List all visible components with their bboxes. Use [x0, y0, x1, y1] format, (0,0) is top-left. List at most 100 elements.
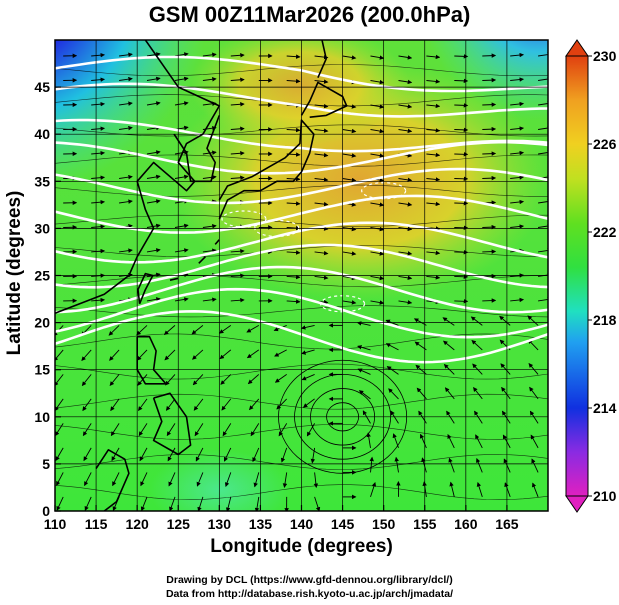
coastline: [136, 335, 167, 385]
wind-arrow: [510, 175, 525, 180]
wind-arrow: [230, 53, 245, 58]
wind-arrow: [454, 103, 469, 108]
wind-arrow: [119, 174, 133, 180]
x-tick-label: 110: [44, 516, 67, 532]
wind-arrow: [446, 410, 455, 424]
wind-arrow: [475, 434, 483, 449]
y-tick-label: 30: [34, 220, 50, 236]
wind-arrow: [230, 126, 245, 132]
wind-arrow: [358, 390, 371, 400]
wind-arrow: [426, 79, 441, 84]
wind-arrow: [286, 78, 301, 84]
colorbar-tick-label: 222: [593, 224, 617, 240]
wind-arrow: [174, 174, 189, 180]
wind-arrow: [501, 410, 511, 424]
wind-arrow: [286, 274, 301, 280]
wind-arrow: [230, 151, 245, 156]
wind-arrow: [140, 472, 148, 487]
x-tick-label: 145: [331, 516, 355, 532]
wind-arrow: [426, 103, 441, 109]
wind-arrow: [342, 177, 357, 183]
wind-arrow: [202, 248, 217, 253]
wind-arrow: [454, 54, 469, 59]
wind-arrow: [174, 76, 189, 82]
wind-arrow: [274, 374, 287, 383]
wind-arrow: [91, 126, 106, 131]
x-tick-label: 155: [413, 516, 437, 532]
y-tick-label: 0: [42, 503, 50, 519]
wind-arrow: [370, 153, 385, 158]
credit-drawing: Drawing by DCL (https://www.gfd-dennou.o…: [166, 574, 453, 586]
wind-arrow: [91, 150, 106, 156]
wind-arrow: [174, 223, 189, 229]
wind-arrow: [286, 250, 301, 255]
wind-arrow: [196, 472, 204, 487]
y-tick-label: 35: [34, 173, 50, 189]
coastline: [214, 239, 220, 245]
x-axis-label: Longitude (degrees): [210, 536, 393, 557]
colorbar-tick-label: 230: [593, 48, 617, 64]
wind-arrow: [146, 76, 161, 82]
wind-arrow: [313, 472, 319, 489]
wind-arrow: [81, 349, 92, 362]
wind-arrow: [252, 447, 260, 463]
wind-arrow: [482, 77, 497, 83]
wind-arrow: [482, 175, 497, 181]
wind-arrow: [202, 297, 217, 302]
wind-arrow: [474, 410, 483, 424]
wind-arrow: [224, 472, 232, 488]
wind-arrow: [499, 315, 511, 326]
wind-arrow: [55, 374, 64, 387]
wind-arrow: [510, 101, 525, 107]
wind-arrow: [398, 202, 413, 207]
wind-arrow: [449, 481, 455, 498]
wind-arrow: [356, 321, 371, 326]
wind-arrow: [146, 174, 161, 180]
wind-arrow: [482, 102, 497, 107]
wind-arrow: [454, 78, 469, 84]
wind-arrow: [529, 410, 539, 424]
wind-arrow: [370, 55, 385, 60]
wind-arrow: [510, 126, 525, 131]
credit-data: Data from http://database.rish.kyoto-u.a…: [165, 588, 454, 600]
y-tick-label: 5: [42, 456, 50, 472]
y-tick-label: 25: [34, 268, 50, 284]
wind-arrow: [426, 177, 441, 182]
wind-arrow: [286, 201, 301, 206]
y-tick-label: 15: [34, 362, 50, 378]
wind-arrow: [55, 423, 64, 437]
wind-arrow: [370, 79, 385, 85]
wind-arrow: [538, 223, 548, 229]
wind-arrow: [165, 398, 176, 411]
wind-arrow: [174, 248, 189, 253]
wind-arrow: [342, 251, 357, 256]
wind-arrow: [531, 482, 539, 498]
coastline: [55, 40, 221, 314]
wind-arrow: [370, 128, 385, 134]
wind-arrow: [357, 345, 371, 351]
wind-arrow: [370, 300, 385, 305]
wind-arrow: [510, 52, 525, 58]
wind-arrow: [531, 458, 539, 473]
wind-arrow: [168, 472, 176, 487]
wind-arrow: [398, 251, 413, 256]
wind-arrow: [538, 297, 548, 302]
wind-arrow: [426, 128, 441, 133]
wind-arrow: [370, 251, 385, 256]
x-tick-label: 165: [495, 516, 519, 532]
wind-arrow: [230, 77, 245, 83]
wind-arrow: [443, 340, 455, 351]
wind-arrow: [219, 349, 232, 360]
wind-arrow: [192, 374, 204, 386]
wind-arrow: [418, 410, 427, 424]
coastline: [152, 392, 192, 456]
wind-arrow: [82, 423, 92, 437]
wind-arrow: [426, 250, 441, 256]
wind-arrow: [286, 54, 301, 59]
x-tick-label: 115: [85, 516, 108, 532]
x-tick-label: 125: [167, 516, 191, 532]
wind-arrow: [500, 363, 511, 375]
wind-arrow: [230, 297, 245, 303]
wind-arrow: [146, 150, 161, 155]
wind-arrow: [110, 423, 120, 437]
